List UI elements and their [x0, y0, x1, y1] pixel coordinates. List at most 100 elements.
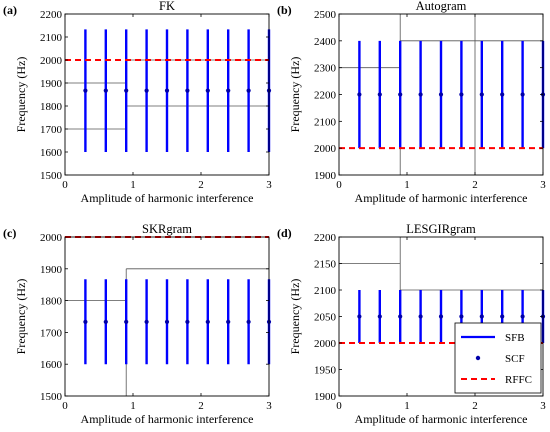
scf-point	[438, 314, 444, 319]
y-tick-label: 1900	[40, 78, 63, 90]
scf-point	[205, 88, 210, 93]
y-tick-label: 1900	[314, 391, 337, 403]
x-tick-label: 1	[404, 400, 410, 412]
y-tick-label: 1900	[40, 264, 63, 276]
y-tick-label: 2400	[314, 36, 337, 48]
axes-frame	[64, 236, 270, 397]
y-tick-label: 2100	[314, 116, 337, 128]
y-tick-label: 2200	[40, 9, 63, 21]
x-tick-label: 1	[404, 179, 410, 191]
panel-label: (b)	[277, 3, 292, 17]
legend-swatch-scf	[475, 355, 481, 361]
y-tick-label: 2300	[314, 63, 337, 75]
scf-point	[418, 314, 423, 319]
legend-label: SCF	[505, 353, 525, 365]
y-axis-label: Frequency (Hz)	[288, 57, 302, 133]
y-tick-label: 1500	[40, 391, 63, 403]
y-tick-label: 2050	[314, 312, 337, 324]
x-tick-label: 0	[62, 179, 68, 191]
y-tick-label: 2100	[314, 285, 337, 297]
y-tick-label: 1800	[40, 296, 63, 308]
panel-c: 0 1 2 3 1500 1600 1700 1800 1900 2000 SKRgram (c) Am…	[3, 222, 272, 426]
scf-point	[500, 314, 505, 319]
scf-point	[398, 92, 403, 97]
panel-label: (c)	[3, 226, 16, 240]
scf-point	[377, 92, 382, 97]
y-tick-label: 2000	[40, 55, 63, 67]
x-tick-label: 3	[540, 400, 546, 412]
scf-point	[500, 92, 505, 97]
scf-point	[164, 88, 170, 93]
x-tick-label: 0	[62, 400, 68, 412]
x-axis-label: Amplitude of harmonic interference	[355, 412, 528, 426]
y-tick-label: 1500	[40, 170, 63, 182]
scf-point	[226, 319, 231, 325]
x-tick-label: 3	[540, 179, 546, 191]
x-axis-label: Amplitude of harmonic interference	[355, 191, 528, 205]
scf-point	[185, 88, 190, 93]
x-tick-label: 1	[130, 400, 136, 412]
scf-point	[124, 88, 129, 93]
panel-label: (a)	[3, 3, 17, 17]
x-tick-label: 0	[336, 179, 342, 191]
scf-point	[205, 319, 210, 325]
scf-point	[438, 92, 444, 97]
scf-point	[103, 319, 108, 325]
y-tick-label: 2100	[40, 32, 63, 44]
scf-point	[103, 88, 108, 93]
y-tick-label: 2150	[314, 259, 337, 271]
y-tick-label: 2000	[314, 338, 337, 350]
legend-label: RFFC	[505, 374, 532, 386]
y-tick-label: 1700	[40, 327, 63, 339]
x-tick-label: 0	[336, 400, 342, 412]
scf-point	[164, 319, 170, 325]
y-tick-label: 2000	[314, 143, 337, 155]
chart-title: FK	[159, 0, 175, 13]
scf-point	[479, 92, 484, 97]
x-tick-label: 2	[472, 179, 478, 191]
y-axis-label: Frequency (Hz)	[14, 279, 28, 355]
scf-point	[459, 314, 464, 319]
scf-point	[520, 92, 525, 97]
scf-point	[124, 319, 129, 325]
y-tick-label: 2200	[314, 90, 337, 102]
y-tick-label: 1950	[314, 365, 337, 377]
legend-box	[454, 322, 542, 394]
chart-title: Autogram	[416, 0, 467, 13]
scf-point	[144, 88, 149, 93]
x-tick-label: 3	[266, 400, 272, 412]
panel-a: 0 1 2 3 1500 1600 1700 1800 1900 2000 2100 2200 FK (a…	[3, 0, 272, 205]
scf-point	[83, 88, 88, 93]
y-tick-label: 2500	[314, 9, 337, 21]
x-tick-label: 2	[472, 400, 478, 412]
chart-title: SKRgram	[142, 222, 192, 236]
x-tick-label: 1	[130, 179, 136, 191]
legend-label: SFB	[505, 332, 525, 344]
y-tick-label: 1700	[40, 124, 63, 136]
scf-point	[418, 92, 423, 97]
y-tick-label: 1900	[314, 170, 337, 182]
scf-point	[246, 88, 251, 93]
y-tick-label: 1800	[40, 101, 63, 113]
scf-point	[144, 319, 149, 325]
x-axis-label: Amplitude of harmonic interference	[81, 412, 254, 426]
scf-point	[479, 314, 484, 319]
x-tick-label: 2	[198, 179, 204, 191]
x-axis-label: Amplitude of harmonic interference	[81, 191, 254, 205]
scf-point	[377, 314, 382, 319]
scf-point	[226, 88, 231, 93]
scf-point	[520, 314, 525, 319]
legend: SFB SCF RFFC	[454, 322, 542, 394]
panel-d: 0 1 2 3 1900 1950 2000 2050 2100 2150 2200 LESGIRgr…	[277, 222, 546, 426]
scf-point	[357, 314, 362, 319]
x-tick-label: 2	[198, 400, 204, 412]
y-tick-label: 1600	[40, 359, 63, 371]
scf-point	[185, 319, 190, 325]
y-tick-label: 1600	[40, 147, 63, 159]
scf-point	[459, 92, 464, 97]
chart-title: LESGIRgram	[406, 222, 476, 236]
scf-point	[83, 319, 88, 325]
axes-frame	[64, 13, 270, 176]
scf-point	[398, 314, 403, 319]
